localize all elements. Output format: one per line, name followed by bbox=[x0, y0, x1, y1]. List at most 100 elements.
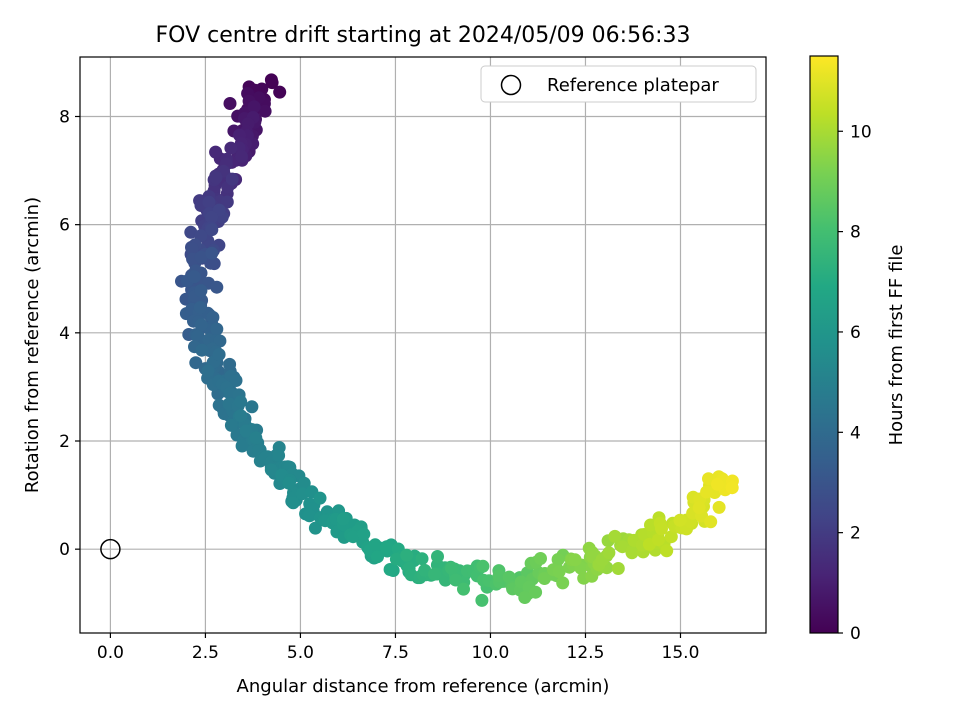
drift-point bbox=[229, 374, 243, 387]
drift-point bbox=[652, 533, 665, 547]
drift-point bbox=[209, 171, 223, 185]
drift-point bbox=[206, 310, 220, 324]
drift-point bbox=[502, 570, 516, 584]
colorbar-tick-label: 0 bbox=[850, 624, 861, 644]
drift-point bbox=[212, 348, 226, 361]
drift-point bbox=[234, 409, 248, 423]
drift-point bbox=[205, 246, 219, 260]
drift-point bbox=[245, 400, 259, 414]
drift-point bbox=[308, 521, 322, 535]
drift-point bbox=[475, 593, 489, 607]
drift-point bbox=[476, 559, 490, 573]
drift-point bbox=[210, 322, 224, 336]
drift-point bbox=[611, 562, 625, 575]
colorbar: 0 2 4 6 8 10 Hours from first FF file bbox=[809, 55, 907, 644]
drift-point bbox=[210, 280, 224, 294]
reference-marker-layer bbox=[100, 538, 121, 560]
drift-point bbox=[346, 530, 360, 544]
drift-point bbox=[492, 569, 506, 583]
drift-point bbox=[700, 485, 714, 499]
drift-point bbox=[303, 509, 316, 523]
drift-point bbox=[664, 530, 678, 544]
y-tick-label: 0 bbox=[59, 540, 70, 560]
drift-point bbox=[431, 550, 444, 563]
colorbar-ticks: 0 2 4 6 8 10 bbox=[838, 122, 872, 644]
drift-point bbox=[272, 449, 286, 462]
drift-point bbox=[185, 242, 199, 256]
drift-point bbox=[194, 250, 208, 264]
drift-point bbox=[247, 100, 261, 114]
drift-point bbox=[202, 195, 216, 209]
drift-point bbox=[205, 223, 219, 237]
drift-point bbox=[389, 552, 403, 566]
colorbar-tick-label: 4 bbox=[850, 423, 861, 443]
colorbar-gradient bbox=[809, 55, 839, 634]
drift-point bbox=[457, 582, 470, 596]
drift-point bbox=[644, 518, 657, 532]
drift-point bbox=[234, 395, 248, 409]
colorbar-tick-label: 2 bbox=[850, 524, 861, 544]
drift-point bbox=[225, 172, 239, 186]
drift-point bbox=[445, 561, 458, 575]
x-tick-label: 10.0 bbox=[472, 643, 510, 663]
drift-point bbox=[201, 364, 215, 378]
drift-point bbox=[264, 463, 278, 477]
drift-point bbox=[235, 150, 248, 163]
drift-point bbox=[220, 195, 234, 209]
drift-point bbox=[191, 329, 204, 343]
drift-point bbox=[552, 565, 566, 579]
drift-point bbox=[529, 585, 543, 599]
drift-point bbox=[224, 141, 238, 155]
drift-point bbox=[449, 573, 463, 587]
drift-point bbox=[239, 424, 253, 438]
y-axis-ticks: 0 2 4 6 8 bbox=[59, 107, 80, 560]
drift-point bbox=[235, 439, 249, 453]
x-tick-label: 7.5 bbox=[382, 643, 409, 663]
drift-point bbox=[534, 552, 547, 565]
legend-box bbox=[480, 65, 757, 103]
drift-point bbox=[209, 145, 223, 159]
drift-point bbox=[194, 284, 208, 298]
drift-point bbox=[556, 576, 570, 590]
drift-point bbox=[368, 538, 382, 552]
drift-point bbox=[194, 318, 208, 332]
drift-point bbox=[258, 104, 272, 118]
drift-point bbox=[187, 270, 201, 284]
data-points bbox=[175, 73, 739, 607]
drift-point bbox=[660, 544, 674, 558]
drift-point bbox=[692, 501, 706, 515]
drift-point bbox=[336, 512, 350, 526]
drift-point bbox=[193, 301, 207, 314]
drift-point bbox=[712, 500, 726, 514]
drift-point bbox=[379, 541, 393, 555]
drift-point bbox=[205, 210, 219, 224]
drift-point bbox=[213, 334, 227, 348]
x-tick-label: 12.5 bbox=[567, 643, 605, 663]
drift-point bbox=[518, 591, 532, 604]
drift-point bbox=[428, 567, 441, 581]
x-axis-label: Angular distance from reference (arcmin) bbox=[237, 676, 610, 697]
colorbar-tick-label: 10 bbox=[850, 122, 872, 142]
drift-point bbox=[313, 491, 327, 505]
drift-point bbox=[704, 515, 718, 529]
x-tick-label: 5.0 bbox=[287, 643, 314, 663]
x-tick-label: 2.5 bbox=[192, 643, 219, 663]
y-tick-label: 4 bbox=[59, 324, 70, 344]
drift-point bbox=[400, 548, 414, 562]
drift-point bbox=[371, 550, 384, 564]
x-tick-label: 0.0 bbox=[97, 643, 124, 663]
drift-point bbox=[297, 476, 311, 490]
drift-point bbox=[551, 553, 565, 566]
drift-point bbox=[608, 529, 622, 543]
grid-lines bbox=[80, 57, 766, 633]
y-tick-label: 6 bbox=[59, 216, 70, 236]
colorbar-label: Hours from first FF file bbox=[886, 245, 907, 446]
drift-point bbox=[286, 496, 300, 510]
y-axis-label: Rotation from reference (arcmin) bbox=[22, 197, 43, 493]
drift-point bbox=[357, 527, 371, 541]
drift-point bbox=[418, 563, 432, 577]
drift-point bbox=[224, 418, 238, 432]
drift-point bbox=[568, 553, 582, 567]
drift-point bbox=[383, 563, 397, 576]
